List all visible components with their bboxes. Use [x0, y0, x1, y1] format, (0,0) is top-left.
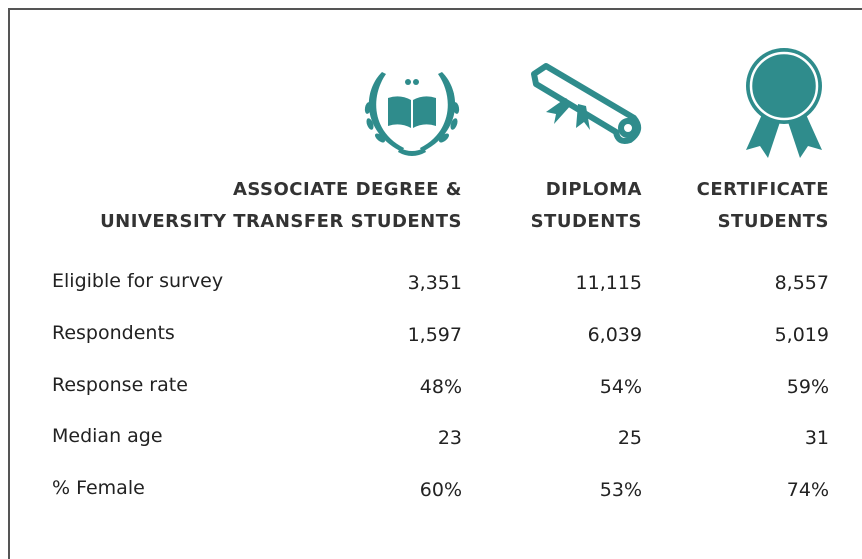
- cell-value: 59%: [786, 376, 829, 398]
- column-header: STUDENTS: [530, 211, 642, 232]
- rosette-icon: [746, 48, 822, 158]
- cell-value: 11,115: [575, 272, 642, 294]
- row-label: Respondents: [52, 322, 175, 344]
- column-header: ASSOCIATE DEGREE &: [232, 179, 462, 200]
- diploma-icon: [531, 63, 642, 144]
- cell-value: 3,351: [407, 272, 462, 294]
- cell-value: 53%: [599, 479, 642, 501]
- cell-value: 74%: [786, 479, 829, 501]
- frame: [8, 8, 862, 559]
- cell-value: 31: [804, 427, 829, 449]
- row-label: % Female: [52, 477, 145, 499]
- row-label: Eligible for survey: [52, 270, 224, 292]
- row-label: Median age: [52, 425, 163, 447]
- cell-value: 1,597: [407, 324, 462, 346]
- column-header: STUDENTS: [717, 211, 829, 232]
- wreath-book-icon: [364, 72, 460, 156]
- column-header: UNIVERSITY TRANSFER STUDENTS: [100, 211, 462, 232]
- column-header: DIPLOMA: [545, 179, 642, 200]
- cell-value: 23: [437, 427, 462, 449]
- cell-value: 5,019: [774, 324, 829, 346]
- cell-value: 60%: [419, 479, 462, 501]
- cell-value: 48%: [419, 376, 462, 398]
- cell-value: 8,557: [774, 272, 829, 294]
- cell-value: 25: [617, 427, 642, 449]
- cell-value: 6,039: [587, 324, 642, 346]
- column-header: CERTIFICATE: [696, 179, 829, 200]
- cell-value: 54%: [599, 376, 642, 398]
- row-label: Response rate: [52, 374, 188, 396]
